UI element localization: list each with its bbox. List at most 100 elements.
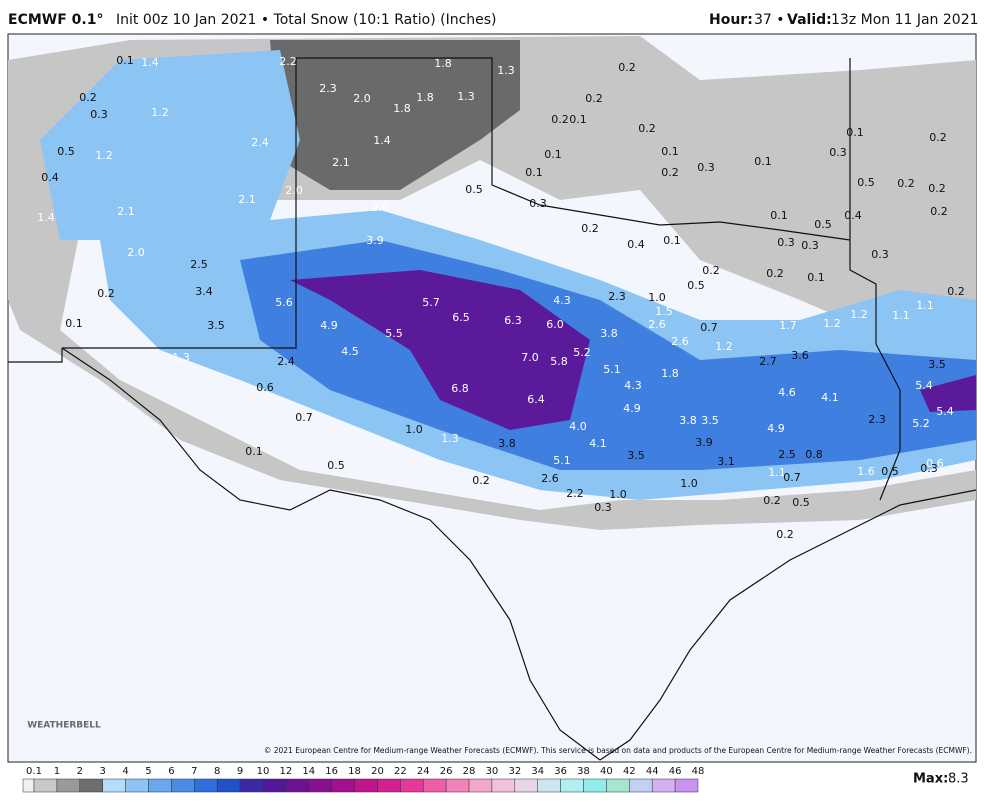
snow-label: 2.2 [566,487,584,500]
snow-label: 1.1 [916,299,934,312]
snow-label: 0.1 [65,317,83,330]
snow-label: 0.2 [930,205,948,218]
snow-label: 0.2 [661,166,679,179]
legend-swatch [422,778,447,793]
snow-label: 0.1 [544,148,562,161]
legend-tick-label: 2 [77,766,83,777]
snow-label: 0.2 [897,177,915,190]
snow-label: 1.0 [648,291,666,304]
title: ECMWF 0.1° [8,12,103,28]
snow-label: 2.1 [238,193,256,206]
snow-label: 3.1 [717,455,735,468]
snow-label: 1.8 [393,102,411,115]
snow-label: 6.0 [546,318,564,331]
snow-label: 2.6 [648,318,666,331]
legend-swatch [285,778,310,793]
legend-swatch [674,778,699,793]
legend-swatch [148,778,172,793]
snow-label: 1.4 [37,211,55,224]
snow-label: 0.2 [947,285,965,298]
snow-label: 2.0 [353,92,371,105]
legend-swatch [468,778,493,793]
snow-label: 3.5 [627,449,645,462]
legend-swatch [22,778,35,793]
snow-purple [290,270,976,430]
snow-label: 6.8 [451,382,469,395]
legend-tick-label: 5 [145,766,151,777]
legend-swatch [331,778,355,793]
snow-label: 0.3 [829,146,847,159]
snow-label: 2.1 [332,156,350,169]
snow-label: 5.1 [553,454,571,467]
legend-swatch [514,778,538,793]
snow-label: 4.3 [624,379,642,392]
hour: 37 • [754,12,785,28]
snow-label: 4.1 [589,437,607,450]
snow-label: 4.1 [821,391,839,404]
snow-label: 0.2 [472,474,490,487]
logo: WEATHERBELL [27,721,101,731]
legend-tick-label: 6 [168,766,174,777]
snow-label: 5.8 [550,355,568,368]
legend-swatch [171,778,195,793]
snow-label: 0.5 [792,496,810,509]
snow-label: 1.7 [779,319,797,332]
legend-tick-label: 20 [371,766,384,777]
snow-label: 0.7 [295,411,313,424]
legend-swatch [79,778,103,793]
snow-label: 0.1 [245,445,263,458]
snow-label: 1.1 [892,309,910,322]
snow-label: 3.5 [207,319,225,332]
snow-label: 1.4 [141,56,159,69]
snow-label: 0.2 [585,92,603,105]
legend-swatch [354,778,378,793]
snow-label: 2.0 [371,201,389,214]
snow-label: 0.5 [814,218,832,231]
snow-label: 0.2 [618,61,636,74]
snow-label: 0.3 [777,236,795,249]
snow-label: 0.7 [783,471,801,484]
legend-tick-label: 42 [623,766,636,777]
snow-label: 1.3 [172,351,190,364]
legend-swatch [377,778,401,793]
snow-label: 4.0 [569,420,587,433]
legend: 0.1 1 2 3 4 5 6 7 8 9 10 12 14 16 18 20 22 24 26 28 30 32 34 36… [22,766,704,793]
legend-swatch [262,778,287,793]
snow-label: 2.5 [778,448,796,461]
legend-swatch [629,778,653,793]
snow-label: 1.2 [95,149,113,162]
snow-label: 0.7 [700,321,718,334]
snow-label: 4.9 [320,319,338,332]
copyright: © 2021 European Centre for Medium-range … [264,746,972,755]
snow-label: 2.6 [541,472,559,485]
snow-label: 3.9 [695,436,713,449]
snow-label: 2.4 [251,136,269,149]
snow-label: 0.1 [807,271,825,284]
snow-label: 1.8 [434,57,452,70]
snow-label: 0.5 [857,176,875,189]
snow-label: 1.3 [497,64,515,77]
snow-label: 5.7 [422,296,440,309]
snow-label: 3.5 [701,414,719,427]
snow-label: 0.3 [90,108,108,121]
snow-label: 0.5 [687,279,705,292]
snow-label: 4.5 [341,345,359,358]
legend-swatch [56,778,81,793]
snow-label: 2.0 [127,246,145,259]
snow-label: 0.6 [926,457,944,470]
max-value: 8.3 [948,772,969,787]
snow-label: 1.3 [457,90,475,103]
snow-label: 2.0 [285,184,303,197]
snow-label: 2.3 [319,82,337,95]
snow-label: 6.4 [527,393,545,406]
snow-label: 0.3 [594,501,612,514]
snow-label: 0.1 [754,155,772,168]
snow-label: 1.6 [857,465,875,478]
snow-label: 0.5 [57,145,75,158]
snow-label: 5.4 [915,379,933,392]
snow-label: 3.8 [679,414,697,427]
snow-label: 0.2 [763,494,781,507]
legend-swatch [216,778,241,793]
legend-tick-label: 16 [325,766,338,777]
snow-label: 0.5 [327,459,345,472]
